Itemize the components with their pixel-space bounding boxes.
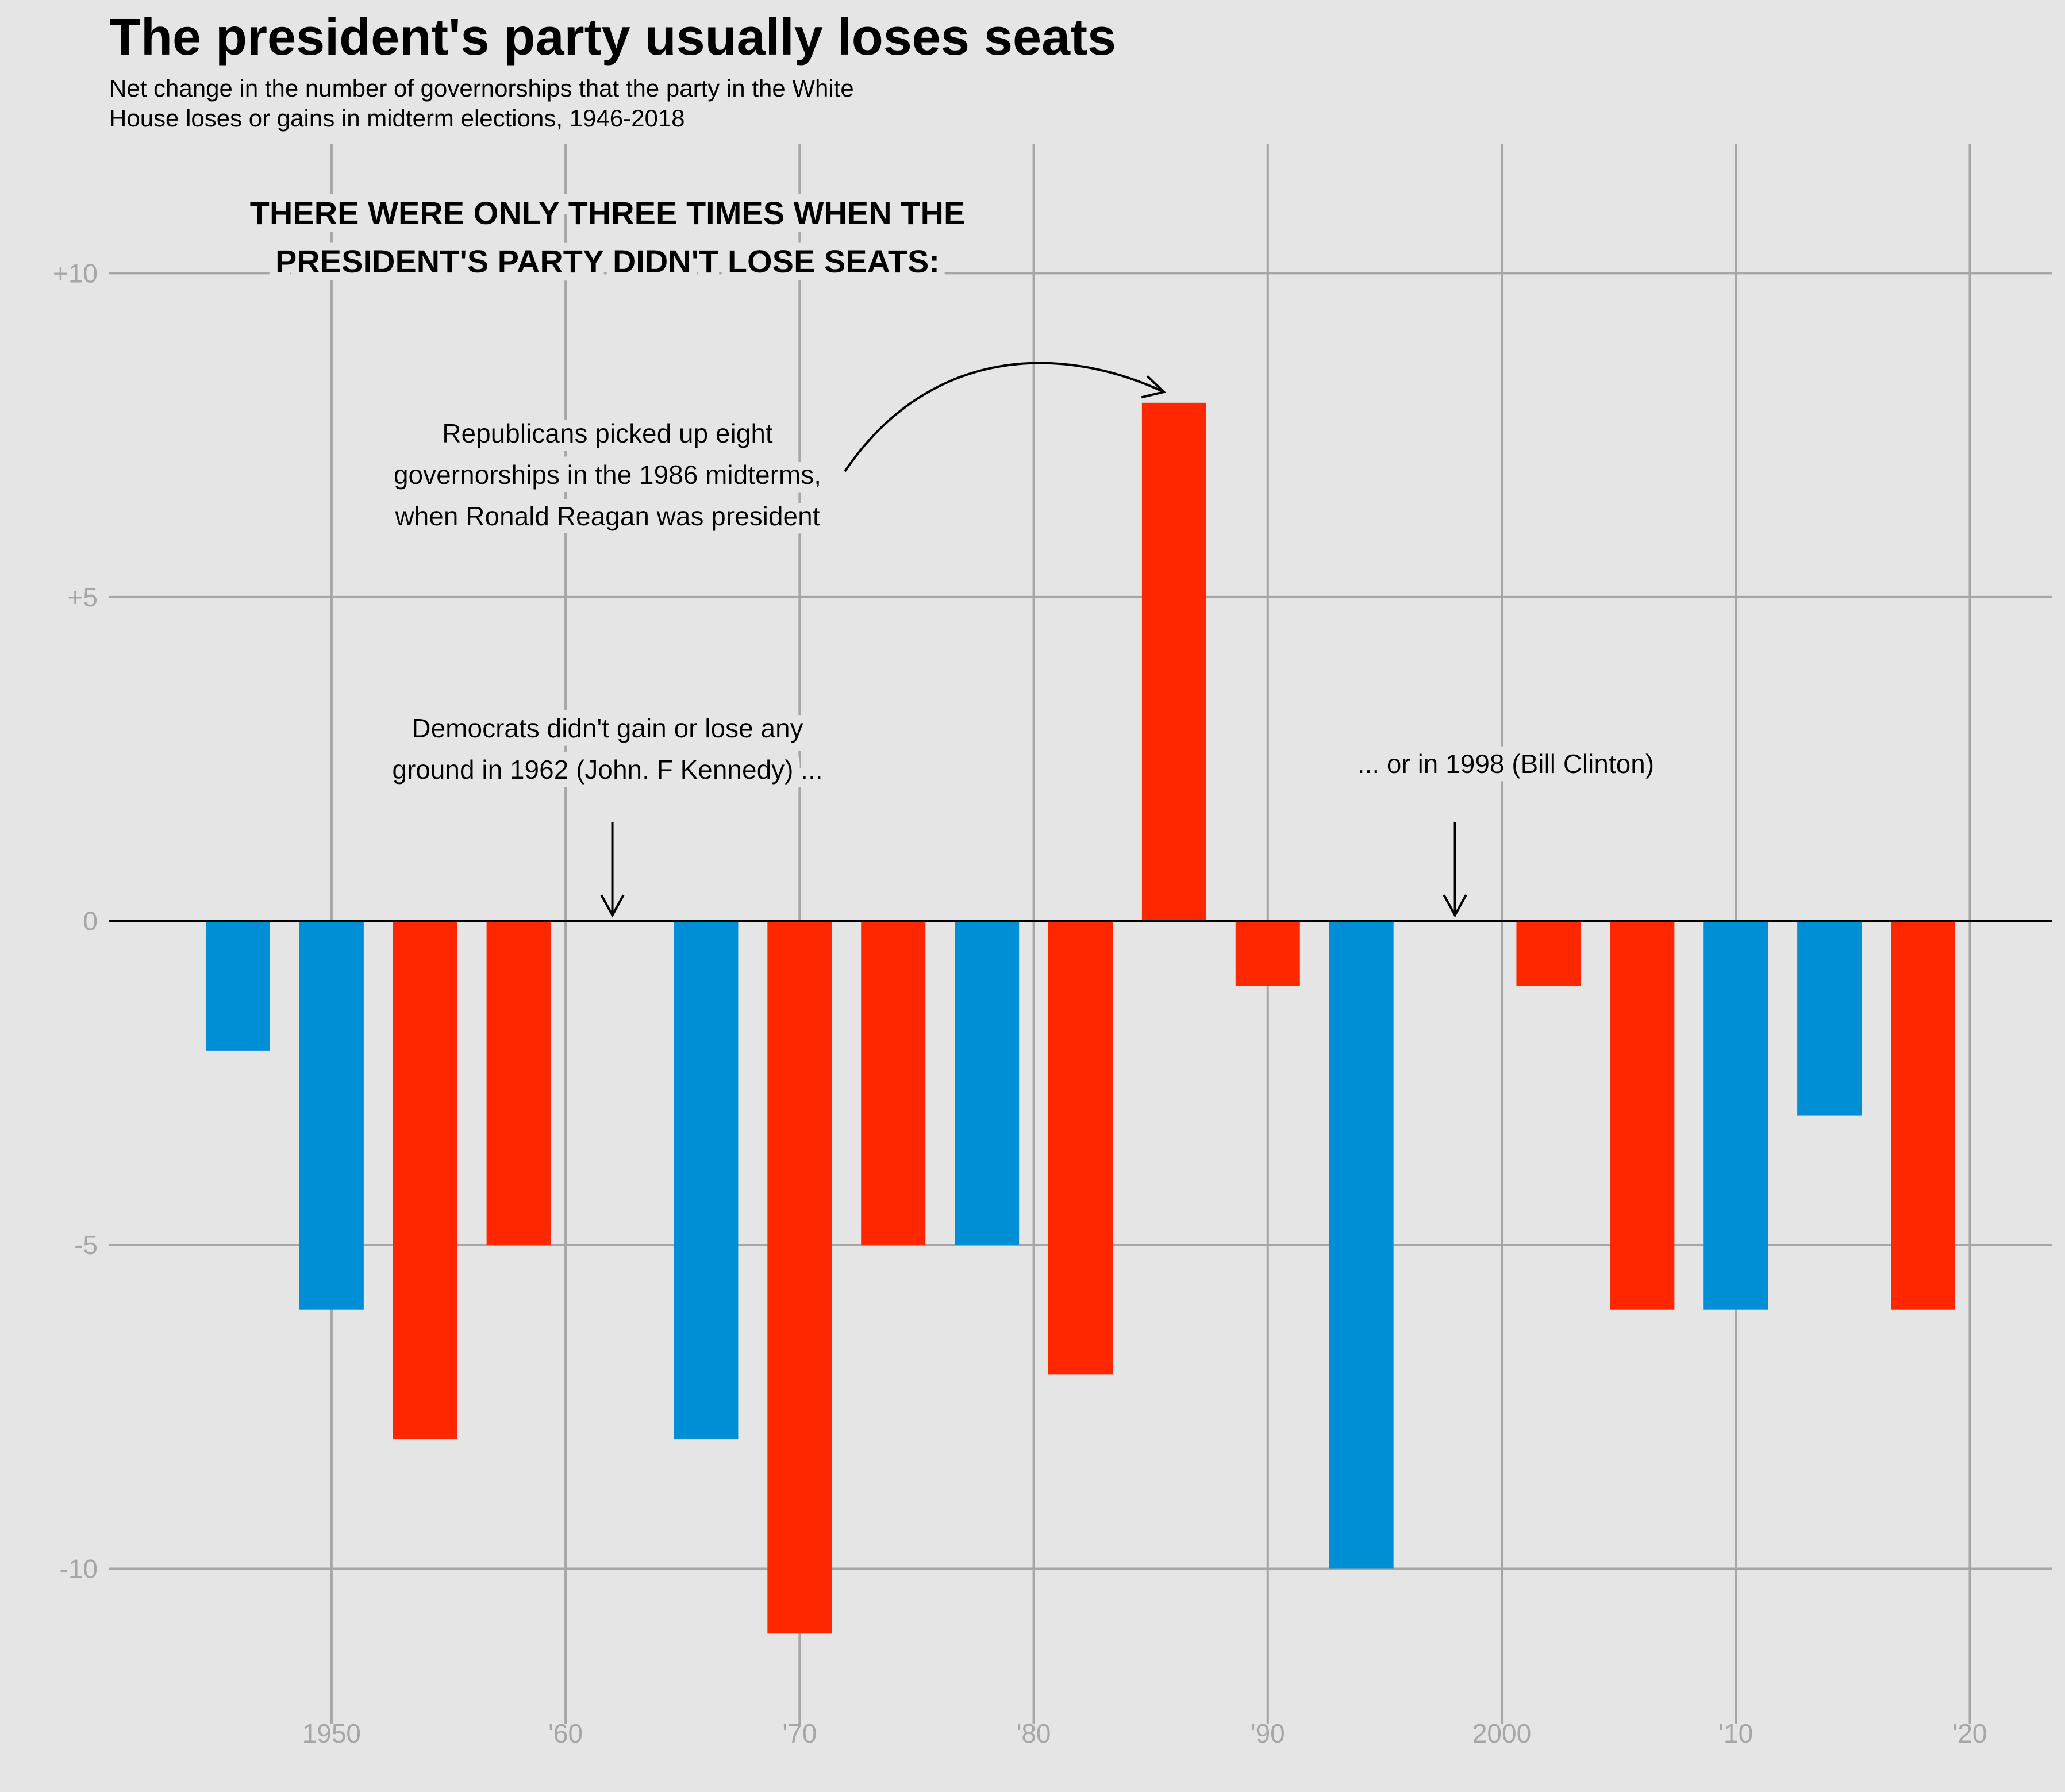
x-tick-label: '10 bbox=[1718, 1718, 1753, 1748]
bar-1954 bbox=[393, 921, 457, 1440]
bar-1970 bbox=[767, 921, 832, 1634]
bar-2006 bbox=[1610, 921, 1675, 1310]
subtitle-line-2: House loses or gains in midterm election… bbox=[109, 105, 685, 132]
bar-1982 bbox=[1048, 921, 1113, 1375]
clinton-annotation-line: ... or in 1998 (Bill Clinton) bbox=[1358, 749, 1654, 779]
kennedy-annotation: Democrats didn't gain or lose any ground … bbox=[392, 713, 822, 785]
x-tick-label: '80 bbox=[1017, 1718, 1051, 1748]
reagan-annotation-line: Republicans picked up eight bbox=[442, 418, 773, 448]
x-tick-label: 2000 bbox=[1472, 1718, 1531, 1748]
chart-subtitle: Net change in the number of governorship… bbox=[109, 74, 1086, 133]
annotations: THERE WERE ONLY THREE TIMES WHEN THE PRES… bbox=[250, 195, 1654, 918]
y-tick-label: -10 bbox=[60, 1554, 98, 1584]
bar-1950 bbox=[299, 921, 364, 1310]
headline-annotation-line: PRESIDENT'S PARTY DIDN'T LOSE SEATS: bbox=[275, 243, 940, 279]
reagan-arrow bbox=[844, 362, 1164, 472]
bar-1958 bbox=[486, 921, 551, 1245]
bar-1974 bbox=[861, 921, 926, 1245]
kennedy-annotation-line: Democrats didn't gain or lose any bbox=[412, 713, 803, 743]
x-tick-label: '60 bbox=[548, 1718, 583, 1748]
kennedy-annotation-line: ground in 1962 (John. F Kennedy) ... bbox=[392, 755, 822, 785]
bar-2010 bbox=[1703, 921, 1768, 1310]
kennedy-arrow-head bbox=[600, 894, 625, 918]
bar-1994 bbox=[1329, 921, 1394, 1569]
y-tick-label: 0 bbox=[83, 906, 98, 936]
bar-2014 bbox=[1797, 921, 1862, 1116]
x-tick-label: '70 bbox=[782, 1718, 817, 1748]
clinton-annotation: ... or in 1998 (Bill Clinton) bbox=[1358, 749, 1654, 779]
clinton-arrow-head bbox=[1443, 894, 1467, 918]
y-tick-label: +5 bbox=[68, 582, 98, 612]
y-tick-label: +10 bbox=[53, 258, 98, 288]
bar-2002 bbox=[1516, 921, 1581, 986]
bar-1986 bbox=[1141, 402, 1206, 921]
bar-1966 bbox=[674, 921, 739, 1440]
chart-title: The president's party usually loses seat… bbox=[109, 9, 1117, 66]
x-tick-label: '90 bbox=[1251, 1718, 1285, 1748]
subtitle-line-1: Net change in the number of governorship… bbox=[109, 75, 854, 102]
reagan-annotation-line: when Ronald Reagan was president bbox=[394, 501, 820, 531]
reagan-annotation: Republicans picked up eight governorships… bbox=[394, 418, 821, 531]
x-tick-label: '20 bbox=[1952, 1718, 1987, 1748]
bars bbox=[109, 402, 2052, 1634]
headline-annotation: THERE WERE ONLY THREE TIMES WHEN THE PRES… bbox=[250, 195, 966, 279]
y-tick-label: -5 bbox=[74, 1230, 98, 1260]
bar-1946 bbox=[205, 921, 270, 1051]
bar-2018 bbox=[1891, 921, 1956, 1310]
tick-labels: +10 +5 0 -5 -10 1950 '60 '70 '80 '90 2000 '10 '20 bbox=[53, 258, 1987, 1748]
x-tick-label: 1950 bbox=[302, 1718, 361, 1748]
bar-1978 bbox=[955, 921, 1020, 1245]
reagan-arrow-head bbox=[1141, 375, 1167, 399]
bar-1990 bbox=[1235, 921, 1300, 986]
reagan-annotation-line: governorships in the 1986 midterms, bbox=[394, 460, 821, 490]
headline-annotation-line: THERE WERE ONLY THREE TIMES WHEN THE bbox=[250, 195, 966, 231]
